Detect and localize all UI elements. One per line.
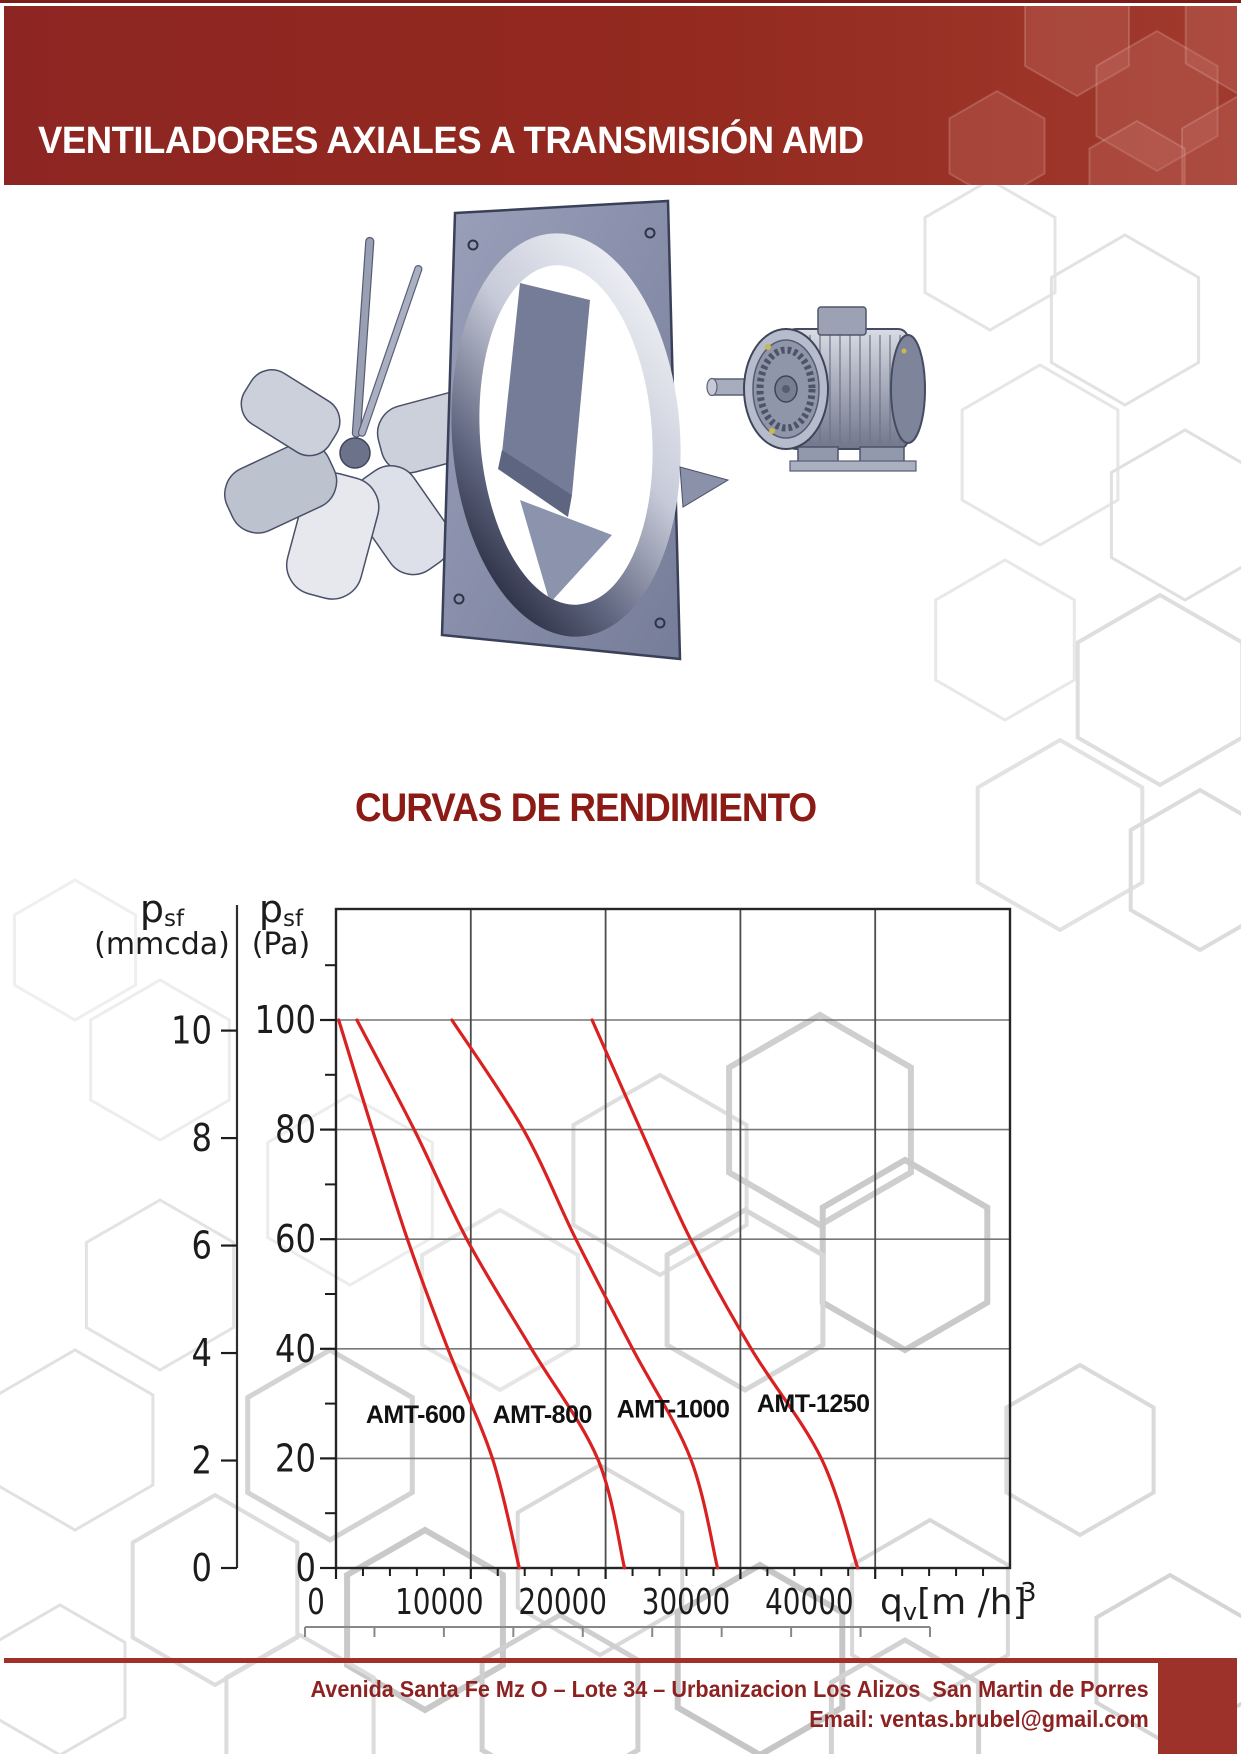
mmcda-tick-label: 4 (192, 1331, 213, 1375)
electric-motor (706, 306, 926, 472)
pa-tick-label: 20 (275, 1436, 316, 1480)
page-header: VENTILADORES AXIALES A TRANSMISIÓN AMD (4, 6, 1237, 185)
pa-tick-label: 100 (255, 998, 317, 1042)
curve-AMT-600 (337, 1018, 521, 1570)
top-rule (0, 0, 1241, 3)
pa-tick-label: 40 (275, 1327, 316, 1371)
curve-AMT-1000 (450, 1018, 720, 1570)
mmcda-axis-title: psf (140, 887, 185, 932)
x-tick-label: 30000 (642, 1582, 731, 1623)
footer: Avenida Santa Fe Mz O – Lote 34 – Urbani… (311, 1674, 1149, 1734)
footer-address: Avenida Santa Fe Mz O – Lote 34 – Urbani… (310, 1676, 1149, 1702)
footer-corner-block (1158, 1658, 1237, 1754)
x-tick-label: 40000 (765, 1582, 854, 1623)
x-axis-title-superscript: 3 (1020, 1578, 1037, 1608)
footer-email: Email: ventas.brubel@gmail.com (809, 1706, 1149, 1732)
page-title: VENTILADORES AXIALES A TRANSMISIÓN AMD (38, 120, 864, 162)
series-label-AMT-800: AMT-800 (493, 1401, 592, 1429)
x-tick-label: 20000 (518, 1582, 607, 1623)
pa-tick-label: 80 (275, 1108, 316, 1152)
mmcda-tick-label: 0 (192, 1546, 213, 1590)
mmcda-tick-label: 6 (192, 1224, 213, 1268)
pa-tick-label: 0 (296, 1546, 317, 1590)
pa-tick-label: 60 (275, 1217, 316, 1261)
x-tick-label: 10000 (395, 1582, 484, 1623)
mmcda-tick-label: 8 (192, 1116, 213, 1160)
mounting-panel (440, 199, 730, 661)
mmcda-tick-label: 10 (171, 1009, 212, 1053)
x-axis-title: qv[m /h] (880, 1582, 1027, 1626)
series-label-AMT-1000: AMT-1000 (617, 1395, 730, 1423)
x-tick-label: 0 (307, 1582, 325, 1623)
mmcda-axis-title-unit: (mmcda) (94, 927, 230, 962)
footer-rule (4, 1658, 1158, 1663)
header-honeycomb-decoration (948, 6, 1237, 185)
product-exploded-image (224, 199, 926, 661)
curve-AMT-1250 (590, 1018, 860, 1570)
pa-axis-title-unit: (Pa) (252, 927, 311, 962)
pa-axis-title: psf (259, 887, 304, 932)
chart-section-title: CURVAS DE RENDIMIENTO (355, 786, 817, 830)
mmcda-tick-label: 2 (192, 1439, 213, 1483)
curve-AMT-800 (355, 1018, 627, 1570)
series-label-AMT-1250: AMT-1250 (757, 1390, 870, 1418)
series-label-AMT-600: AMT-600 (366, 1401, 465, 1429)
